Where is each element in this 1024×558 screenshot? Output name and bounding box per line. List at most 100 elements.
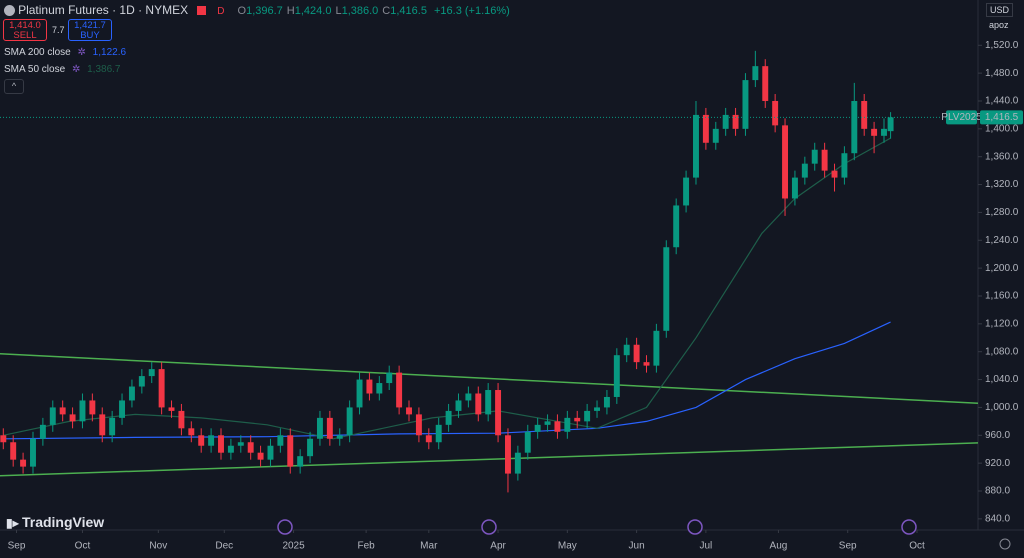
candle-body bbox=[277, 435, 284, 446]
candle-body bbox=[791, 177, 798, 199]
symbol-tag-label: PLV2025 bbox=[941, 112, 982, 123]
x-tick-label: Nov bbox=[149, 541, 167, 552]
candle-body bbox=[198, 435, 205, 446]
x-tick-label: Jun bbox=[629, 541, 645, 552]
candle-body bbox=[871, 128, 878, 136]
candle-body bbox=[307, 438, 314, 457]
candle-body bbox=[722, 114, 729, 129]
x-tick-label: Aug bbox=[770, 541, 788, 552]
candle-body bbox=[188, 428, 195, 436]
y-tick-label: 1,480.0 bbox=[985, 68, 1019, 79]
ohlc-value: 1,416.5 bbox=[390, 5, 427, 17]
candle-body bbox=[346, 407, 353, 436]
y-tick-label: 1,040.0 bbox=[985, 374, 1019, 385]
sell-label: SELL bbox=[13, 30, 37, 41]
candle-body bbox=[495, 390, 502, 436]
trendline bbox=[0, 353, 978, 404]
symbol-tag bbox=[946, 110, 977, 125]
candle-body bbox=[861, 100, 868, 129]
y-tick-label: 1,280.0 bbox=[985, 207, 1019, 218]
buy-price: 1,421.7 bbox=[74, 20, 106, 31]
indicator-icon: ✲ bbox=[71, 64, 81, 75]
x-tick-label: Sep bbox=[8, 541, 26, 552]
logo[interactable]: ▮▸ TradingView bbox=[6, 514, 104, 530]
settings-icon[interactable] bbox=[999, 538, 1011, 550]
logo-mark: ▮▸ bbox=[6, 516, 22, 530]
candle-body bbox=[406, 407, 412, 415]
ohlc-key: H bbox=[286, 5, 295, 17]
candle-body bbox=[366, 379, 373, 394]
candle-body bbox=[643, 362, 650, 366]
candle-body bbox=[881, 128, 887, 136]
sma-line bbox=[3, 321, 891, 440]
y-tick-label: 1,520.0 bbox=[985, 40, 1019, 51]
status-icon bbox=[197, 6, 207, 15]
symbol-header: Platinum Futures · 1D · NYMEX D O1,396.7… bbox=[4, 3, 510, 17]
event-icon[interactable] bbox=[687, 519, 703, 535]
candle-body bbox=[208, 435, 215, 446]
currency[interactable]: USD bbox=[986, 3, 1014, 17]
indicator-value: 1,386.7 bbox=[87, 64, 121, 75]
y-tick-label: 880.0 bbox=[985, 486, 1010, 497]
y-tick-label: 1,080.0 bbox=[985, 346, 1019, 357]
candle-body bbox=[99, 414, 106, 436]
ohlc-value: 1,386.0 bbox=[341, 5, 379, 17]
price-axis-panel bbox=[978, 0, 1024, 558]
price-tag-label: 1,416.5 bbox=[985, 112, 1019, 123]
candle-body bbox=[445, 410, 452, 425]
event-icon[interactable] bbox=[277, 519, 293, 535]
indicator-name[interactable]: SMA 200 close bbox=[4, 47, 71, 58]
candle-body bbox=[514, 452, 521, 474]
y-tick-label: 1,440.0 bbox=[985, 96, 1019, 107]
ohlc-value: 1,424.0 bbox=[294, 5, 332, 17]
candle-body bbox=[356, 379, 363, 408]
y-tick-label: 1,000.0 bbox=[985, 402, 1019, 413]
candle-body bbox=[702, 114, 709, 143]
candle-body bbox=[772, 100, 779, 126]
collapse-button[interactable]: ^ bbox=[4, 79, 24, 94]
y-tick-label: 1,200.0 bbox=[985, 263, 1019, 274]
event-icon[interactable] bbox=[481, 519, 497, 535]
y-tick-label: 840.0 bbox=[985, 513, 1010, 524]
scale-mode[interactable]: apoz bbox=[989, 20, 1009, 30]
event-icon[interactable] bbox=[901, 519, 917, 535]
logo-text: TradingView bbox=[21, 514, 105, 530]
indicator-icon: ✲ bbox=[77, 47, 86, 58]
ohlc-key: O bbox=[237, 5, 247, 17]
symbol-title[interactable]: Platinum Futures · 1D · NYMEX bbox=[18, 3, 189, 17]
y-tick-label: 920.0 bbox=[985, 458, 1010, 469]
candle-body bbox=[524, 431, 531, 453]
candle-body bbox=[851, 100, 858, 154]
indicator-name[interactable]: SMA 50 close bbox=[4, 64, 66, 75]
symbol-icon bbox=[4, 5, 15, 16]
candle-body bbox=[534, 424, 541, 432]
candle-body bbox=[425, 435, 432, 443]
indicator-legend: SMA 200 close ✲ 1,122.6 bbox=[4, 47, 126, 58]
candle-body bbox=[297, 456, 304, 467]
candle-body bbox=[475, 393, 482, 415]
candle-body bbox=[594, 407, 600, 411]
candle-body bbox=[168, 407, 175, 411]
y-tick-label: 1,320.0 bbox=[985, 179, 1019, 190]
candle-body bbox=[752, 66, 759, 81]
buy-button[interactable]: 1,421.7 BUY bbox=[68, 19, 112, 41]
candle-body bbox=[247, 442, 254, 453]
ohlc-key: L bbox=[335, 5, 342, 17]
candle-body bbox=[316, 417, 323, 439]
candle-body bbox=[712, 128, 719, 143]
x-tick-label: Dec bbox=[215, 541, 233, 552]
candle-body bbox=[138, 376, 145, 387]
sell-button[interactable]: 1,414.0 SELL bbox=[3, 19, 47, 41]
candle-body bbox=[109, 417, 116, 436]
candle-body bbox=[504, 435, 511, 474]
candle-body bbox=[841, 153, 848, 178]
candle-body bbox=[831, 170, 838, 178]
candle-body bbox=[20, 459, 27, 467]
y-tick-label: 1,400.0 bbox=[985, 123, 1019, 134]
candle-body bbox=[782, 125, 789, 199]
candle-body bbox=[673, 205, 680, 248]
candle-body bbox=[742, 80, 749, 129]
indicator-legend: SMA 50 close ✲ 1,386.7 bbox=[4, 64, 120, 75]
candle-body bbox=[30, 438, 36, 467]
candle-body bbox=[376, 383, 383, 394]
